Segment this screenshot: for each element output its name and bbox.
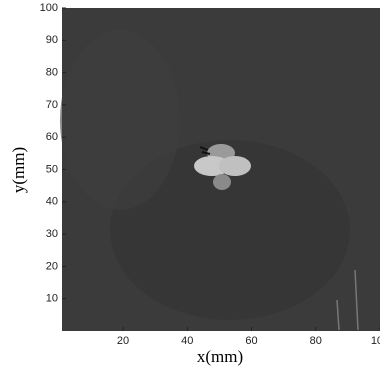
x-axis-label: x(mm): [197, 347, 243, 366]
x-tick-label: 80: [310, 335, 322, 347]
y-tick-label: 60: [46, 131, 58, 143]
x-tick-label: 100: [371, 335, 380, 347]
y-tick-label: 70: [46, 99, 58, 111]
x-tick-label: 60: [245, 335, 257, 347]
y-tick-label: 50: [46, 163, 58, 175]
x-tick-label: 20: [117, 335, 129, 347]
image-texture: [336, 269, 359, 331]
image-texture: [60, 30, 180, 210]
image-feature: [213, 174, 231, 190]
y-tick-label: 30: [46, 228, 58, 240]
y-tick-label: 90: [46, 34, 58, 46]
y-tick-label: 40: [46, 196, 58, 208]
y-tick-label: 20: [46, 260, 58, 272]
image-feature: [194, 156, 230, 176]
y-tick-label: 100: [40, 2, 58, 14]
image-feature: [199, 146, 211, 155]
y-tick-label: 80: [46, 67, 58, 79]
image-texture: [110, 140, 350, 320]
y-axis-label: y(mm): [9, 147, 28, 193]
image-plot: [60, 8, 380, 331]
y-tick-label: 10: [46, 293, 58, 305]
x-tick-label: 40: [181, 335, 193, 347]
image-feature: [219, 156, 251, 176]
